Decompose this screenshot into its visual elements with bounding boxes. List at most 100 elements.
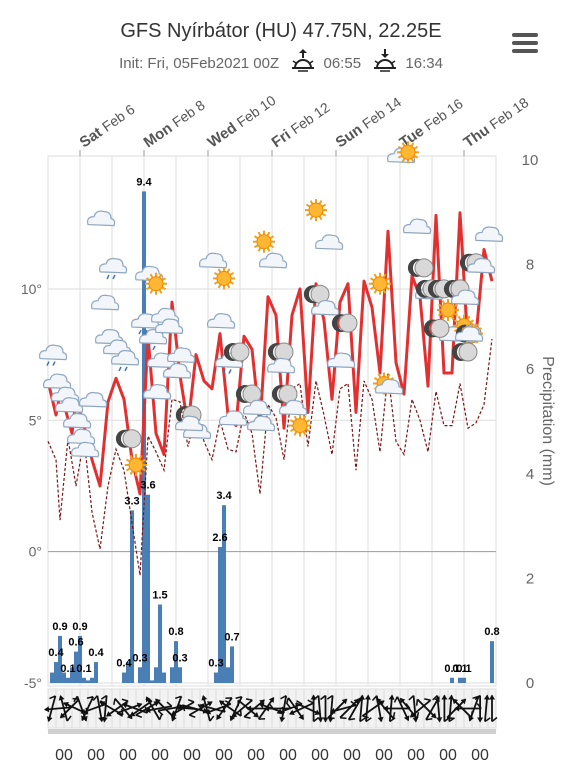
precip-data-label: 0.9: [52, 621, 67, 633]
day-label-day: Mon Feb 8: [141, 97, 209, 152]
precip-bar: [78, 635, 82, 683]
precip-bar: [230, 646, 234, 683]
sun-icon: [305, 199, 327, 222]
day-label: Fri Feb 12: [269, 99, 334, 151]
wind-arrow: [483, 694, 491, 723]
precip-bar: [462, 677, 466, 683]
cloud-icon: [375, 378, 404, 395]
precip-data-label: 0.4: [88, 647, 104, 659]
day-label: Sat Feb 6: [77, 101, 139, 151]
x-tick-label-hour: 00: [279, 747, 297, 764]
precip-data-label: 0.6: [68, 637, 83, 649]
cloud-icon: [279, 399, 308, 416]
cloud-icon: [315, 234, 344, 250]
cloud-icon: [455, 326, 484, 342]
wind-arrow: [408, 695, 419, 723]
cloud-icon: [243, 399, 272, 416]
wind-arrow: [276, 700, 303, 715]
precip-data-label: 0.3: [172, 652, 187, 664]
wind-arrow: [448, 694, 456, 723]
wind-arrow: [489, 694, 498, 723]
precip-bar: [458, 677, 462, 683]
cloud-icon: [55, 397, 84, 413]
cloud-icon: [63, 412, 92, 429]
sun-icon: [213, 267, 235, 290]
x-tick-label-hour: 00: [471, 747, 489, 764]
rain-cloud-icon: [39, 344, 68, 366]
cloud-icon: [163, 362, 192, 379]
x-tick-label-hour: 00: [311, 747, 329, 764]
cloud-icon: [175, 415, 204, 432]
moon-icon: [407, 258, 434, 278]
precip-bar: [162, 672, 166, 683]
precip-bar: [226, 667, 230, 683]
cloud-icon: [155, 318, 184, 335]
y-tick-label-right: 8: [526, 257, 534, 274]
y-tick-label-right: 6: [526, 361, 534, 378]
cloud-icon: [79, 391, 108, 408]
wind-arrow: [393, 696, 410, 722]
precip-data-label: 0.8: [484, 626, 499, 638]
precip-bar: [50, 672, 54, 683]
day-label: Wed Feb 10: [205, 92, 280, 151]
precip-data-label: 0.9: [72, 621, 87, 633]
y-tick-label-left: 10°: [21, 281, 42, 297]
day-label-day: Sun Feb 14: [333, 94, 405, 152]
x-tick-label-hour: 00: [119, 747, 137, 764]
precip-data-label: 0.3: [132, 652, 147, 664]
y-axis-title-right: Precipitation (mm): [539, 356, 556, 486]
precip-data-label: 0.3: [208, 658, 223, 670]
sun-icon: [397, 141, 419, 164]
precip-data-label: 1.5: [152, 590, 167, 602]
sunrise-time: 06:55: [323, 54, 362, 72]
cloud-icon: [403, 218, 432, 235]
wind-arrow: [474, 694, 484, 723]
temperature-line: [46, 211, 494, 496]
precip-data-label: 0.1: [452, 663, 467, 675]
precip-bar: [122, 672, 126, 683]
precip-bar: [66, 677, 70, 683]
x-tick-label-hour: 00: [215, 747, 233, 764]
rain-cloud-icon: [111, 349, 140, 372]
precip-bar: [130, 510, 134, 683]
page-title: GFS Nyírbátor (HU) 47.75N, 22.25E: [120, 20, 442, 42]
wind-arrow: [216, 697, 233, 720]
wind-arrow: [231, 698, 253, 718]
y-tick-label-right: 0: [526, 675, 534, 692]
precip-bar: [150, 680, 154, 683]
day-label-day: Thu Feb 18: [461, 94, 533, 151]
day-label-day: Sat Feb 6: [77, 101, 139, 151]
wind-arrow: [432, 695, 443, 723]
precip-bar: [158, 604, 162, 683]
wind-arrow: [289, 699, 314, 716]
sun-icon: [125, 454, 147, 476]
wind-arrow: [100, 694, 108, 723]
wind-arrow: [409, 698, 432, 718]
hamburger-menu-icon[interactable]: [512, 33, 538, 53]
wind-arrow: [279, 695, 288, 723]
cloud-icon: [247, 415, 276, 432]
init-time: Init: Fri, 05Feb2021 00Z: [119, 54, 280, 72]
cloud-icon: [67, 428, 96, 445]
y-tick-label-left: 0°: [29, 544, 42, 560]
precip-bar: [154, 667, 158, 683]
day-label-day: Fri Feb 12: [269, 99, 334, 151]
x-tick-label-hour: 00: [247, 747, 265, 764]
cloud-icon: [43, 373, 72, 390]
cloud-icon: [87, 210, 116, 227]
precip-bar: [146, 494, 150, 683]
precip-bar: [138, 667, 142, 683]
day-label: Sun Feb 14: [333, 94, 405, 152]
wind-arrow: [415, 698, 437, 719]
cloud-icon: [143, 383, 172, 400]
sun-icon: [369, 272, 391, 295]
wind-arrow: [58, 694, 72, 722]
cloud-icon: [71, 441, 100, 458]
y-tick-label-right: 2: [526, 570, 534, 587]
precip-bar: [74, 651, 78, 683]
wind-arrow: [320, 694, 329, 723]
precip-bar: [222, 505, 226, 683]
precip-data-label: 0.1: [444, 663, 459, 675]
precip-bar: [450, 677, 454, 683]
